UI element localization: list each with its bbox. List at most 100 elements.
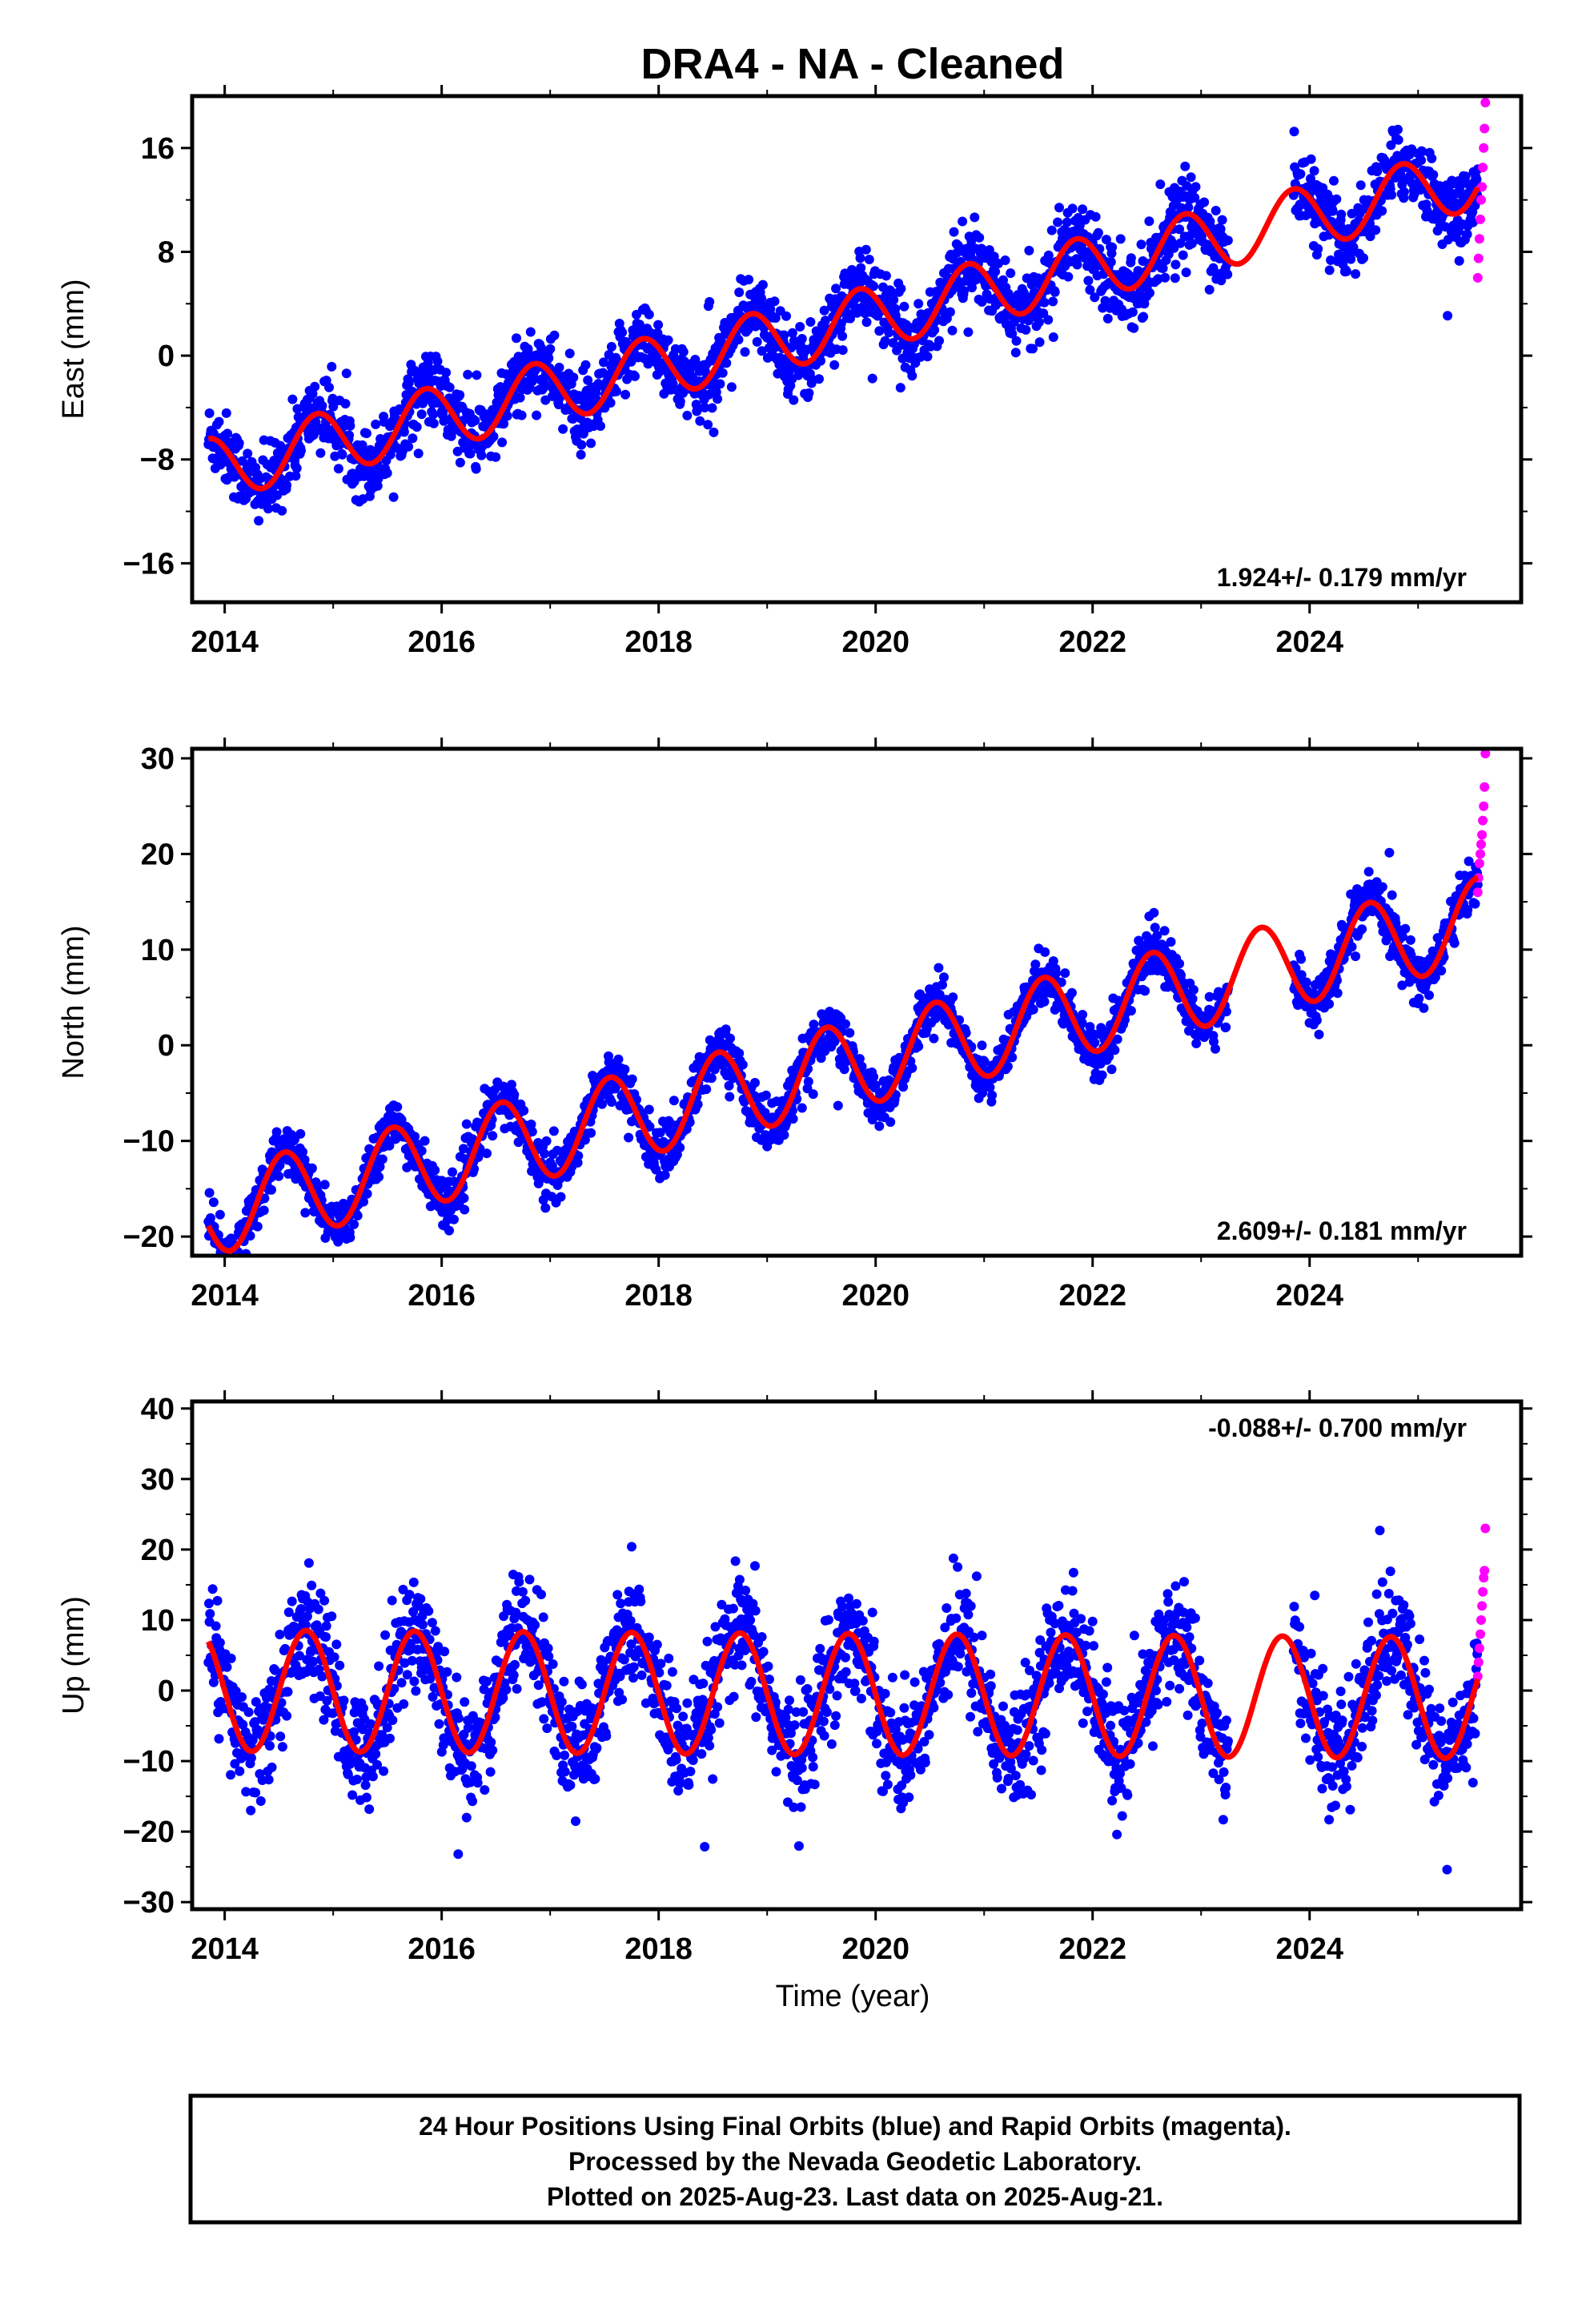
final-orbit-point xyxy=(1351,951,1361,962)
plot-frame xyxy=(190,94,1524,605)
final-orbit-point xyxy=(1296,970,1307,980)
final-orbit-point xyxy=(331,1639,342,1650)
final-orbit-point xyxy=(226,1653,236,1663)
final-orbit-point xyxy=(1072,259,1082,270)
final-orbit-point xyxy=(516,410,527,420)
rapid-orbit-point xyxy=(1480,782,1490,792)
final-orbit-point xyxy=(549,330,560,340)
final-orbits-series xyxy=(203,847,1483,1275)
final-orbit-point xyxy=(347,1790,358,1800)
final-orbit-point xyxy=(1186,172,1196,183)
final-orbit-point xyxy=(238,1719,248,1730)
final-orbit-point xyxy=(519,1105,529,1116)
final-orbit-point xyxy=(819,305,829,316)
final-orbit-point xyxy=(805,317,816,327)
final-orbit-point xyxy=(974,232,985,243)
final-orbit-point xyxy=(1204,991,1215,1002)
final-orbit-point xyxy=(499,419,509,429)
final-orbit-point xyxy=(803,1076,813,1087)
final-orbit-point xyxy=(1176,970,1186,980)
final-orbit-point xyxy=(235,1766,245,1776)
final-orbit-point xyxy=(1296,954,1307,964)
final-orbit-point xyxy=(947,325,958,336)
final-orbit-point xyxy=(1085,285,1095,295)
final-orbit-point xyxy=(296,1604,306,1614)
final-orbit-point xyxy=(366,1719,376,1729)
final-orbit-point xyxy=(1309,166,1319,176)
final-orbit-point xyxy=(989,251,999,262)
final-orbit-point xyxy=(237,456,247,466)
final-orbit-point xyxy=(207,1584,218,1594)
final-orbit-point xyxy=(568,414,578,424)
final-orbit-point xyxy=(254,516,264,526)
final-orbit-point xyxy=(416,1146,427,1156)
final-orbit-point xyxy=(606,1097,616,1108)
final-orbit-point xyxy=(382,468,392,478)
x-tick-label: 2024 xyxy=(1275,1279,1343,1313)
final-orbit-point xyxy=(874,1121,885,1132)
model-fit-line xyxy=(206,875,1480,1254)
final-orbit-point xyxy=(1048,296,1058,307)
final-orbit-point xyxy=(455,390,465,400)
final-orbit-point xyxy=(854,1054,865,1064)
final-orbit-point xyxy=(1174,959,1185,969)
rapid-orbit-point xyxy=(1476,849,1485,859)
final-orbit-point xyxy=(277,505,287,516)
final-orbit-point xyxy=(806,378,817,388)
final-orbit-point xyxy=(488,432,499,442)
final-orbit-point xyxy=(465,448,476,459)
final-orbit-point xyxy=(1223,235,1233,246)
final-orbit-point xyxy=(1428,170,1439,180)
final-orbit-point xyxy=(399,427,409,437)
final-orbit-point xyxy=(471,464,481,474)
final-orbit-point xyxy=(371,1749,381,1759)
rapid-orbit-point xyxy=(1480,749,1491,758)
final-orbit-point xyxy=(706,1073,717,1084)
final-orbit-point xyxy=(864,255,874,264)
final-orbit-point xyxy=(341,368,351,379)
final-orbit-point xyxy=(1078,1010,1088,1019)
final-orbit-point xyxy=(1158,263,1168,273)
final-orbit-point xyxy=(1048,332,1058,342)
y-axis-label: East (mm) xyxy=(57,279,90,419)
final-orbit-point xyxy=(554,362,564,372)
final-orbit-point xyxy=(1443,311,1453,321)
final-orbit-point xyxy=(396,1678,407,1688)
final-orbit-point xyxy=(372,1759,383,1770)
final-orbit-point xyxy=(512,333,521,344)
final-orbit-point xyxy=(214,1734,224,1744)
final-orbit-point xyxy=(1397,980,1407,991)
final-orbit-point xyxy=(1313,243,1323,254)
final-orbit-point xyxy=(1223,269,1233,279)
rapid-orbit-point xyxy=(1480,98,1491,108)
rapid-orbit-point xyxy=(1477,830,1488,840)
final-orbit-point xyxy=(1400,923,1411,934)
final-orbits-series xyxy=(203,124,1483,526)
final-orbit-point xyxy=(438,408,448,419)
final-orbit-point xyxy=(1204,284,1215,295)
final-orbit-point xyxy=(1432,933,1443,943)
final-orbit-point xyxy=(934,963,944,973)
final-orbit-point xyxy=(441,368,452,378)
final-orbit-point xyxy=(797,1103,807,1113)
final-orbit-point xyxy=(1341,266,1351,276)
final-orbit-point xyxy=(1145,287,1154,298)
final-orbit-point xyxy=(709,427,719,437)
final-orbit-point xyxy=(476,450,487,460)
final-orbit-point xyxy=(324,382,334,392)
final-orbit-point xyxy=(1106,257,1116,267)
final-orbit-point xyxy=(1043,250,1054,260)
final-orbit-point xyxy=(627,1074,637,1084)
final-orbit-point xyxy=(744,275,754,285)
final-orbit-point xyxy=(371,419,381,429)
final-orbit-point xyxy=(233,1265,243,1275)
rapid-orbit-point xyxy=(1479,801,1489,811)
final-orbit-point xyxy=(1357,924,1367,935)
final-orbit-point xyxy=(1371,225,1381,235)
final-orbit-point xyxy=(274,1171,284,1181)
final-orbit-point xyxy=(1306,154,1316,164)
model-fit-line xyxy=(207,160,1480,492)
final-orbit-point xyxy=(221,408,231,418)
final-orbit-point xyxy=(413,448,424,459)
